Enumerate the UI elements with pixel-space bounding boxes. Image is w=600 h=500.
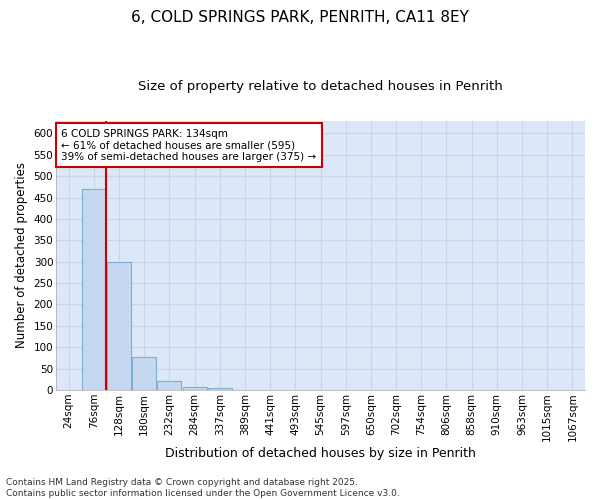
Bar: [157, 380, 181, 390]
Text: Contains HM Land Registry data © Crown copyright and database right 2025.
Contai: Contains HM Land Registry data © Crown c…: [6, 478, 400, 498]
Bar: [82, 189, 106, 390]
Bar: [107, 262, 131, 390]
X-axis label: Distribution of detached houses by size in Penrith: Distribution of detached houses by size …: [165, 447, 476, 460]
Bar: [208, 388, 232, 390]
Text: 6 COLD SPRINGS PARK: 134sqm
← 61% of detached houses are smaller (595)
39% of se: 6 COLD SPRINGS PARK: 134sqm ← 61% of det…: [61, 128, 316, 162]
Title: Size of property relative to detached houses in Penrith: Size of property relative to detached ho…: [138, 80, 503, 93]
Text: 6, COLD SPRINGS PARK, PENRITH, CA11 8EY: 6, COLD SPRINGS PARK, PENRITH, CA11 8EY: [131, 10, 469, 25]
Bar: [132, 356, 156, 390]
Bar: [182, 386, 206, 390]
Y-axis label: Number of detached properties: Number of detached properties: [15, 162, 28, 348]
